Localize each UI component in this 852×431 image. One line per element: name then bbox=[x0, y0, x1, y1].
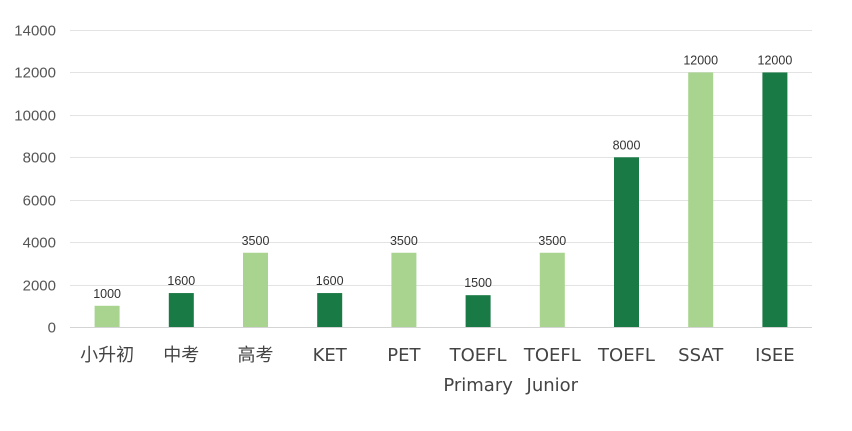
category-label: 高考 bbox=[238, 345, 274, 366]
y-tick-label: 14000 bbox=[14, 23, 56, 40]
y-tick-label: 0 bbox=[48, 320, 56, 337]
bar bbox=[539, 252, 565, 327]
data-label: 3500 bbox=[538, 234, 566, 248]
bar bbox=[94, 305, 120, 327]
category-label: TOEFL bbox=[449, 345, 507, 366]
category-label: 小升初 bbox=[80, 345, 134, 366]
category-label: KET bbox=[313, 345, 348, 366]
x-axis-categories: 小升初 中考 高考 KET PET TOEFL Primary TOEFL Junior TOEF… bbox=[80, 345, 795, 396]
y-tick-label: 12000 bbox=[14, 65, 56, 82]
category-label: TOEFL bbox=[597, 345, 655, 366]
y-tick-label: 10000 bbox=[14, 108, 56, 125]
category-label: Junior bbox=[526, 375, 579, 396]
data-label: 12000 bbox=[758, 53, 793, 67]
data-label: 3500 bbox=[242, 234, 270, 248]
y-tick-label: 6000 bbox=[23, 193, 56, 210]
data-label: 8000 bbox=[613, 138, 641, 152]
bar bbox=[762, 72, 788, 327]
data-label: 3500 bbox=[390, 234, 418, 248]
y-tick-label: 8000 bbox=[23, 150, 56, 167]
category-label: 中考 bbox=[163, 345, 199, 366]
category-label: Primary bbox=[443, 375, 513, 396]
bar bbox=[168, 293, 194, 327]
category-label: ISEE bbox=[755, 345, 794, 366]
y-tick-label: 4000 bbox=[23, 235, 56, 252]
bar bbox=[614, 157, 639, 327]
data-label: 1500 bbox=[464, 276, 492, 290]
bar bbox=[391, 252, 417, 327]
data-labels: 1000 1600 3500 1600 3500 1500 3500 8000 12000 120… bbox=[93, 53, 792, 300]
y-tick-label: 2000 bbox=[23, 278, 56, 295]
bar bbox=[688, 72, 714, 327]
data-label: 1600 bbox=[316, 274, 344, 288]
bar bbox=[465, 295, 491, 327]
gridlines bbox=[70, 30, 812, 328]
data-label: 1600 bbox=[167, 274, 195, 288]
bars bbox=[94, 72, 788, 327]
data-label: 12000 bbox=[683, 53, 718, 67]
y-axis-ticks: 0 2000 4000 6000 8000 10000 12000 14000 bbox=[14, 23, 56, 337]
category-label: SSAT bbox=[678, 345, 724, 366]
data-label: 1000 bbox=[93, 287, 121, 301]
bar bbox=[243, 252, 268, 327]
category-label: TOEFL bbox=[523, 345, 581, 366]
category-label: PET bbox=[387, 345, 421, 366]
bar bbox=[317, 293, 343, 327]
